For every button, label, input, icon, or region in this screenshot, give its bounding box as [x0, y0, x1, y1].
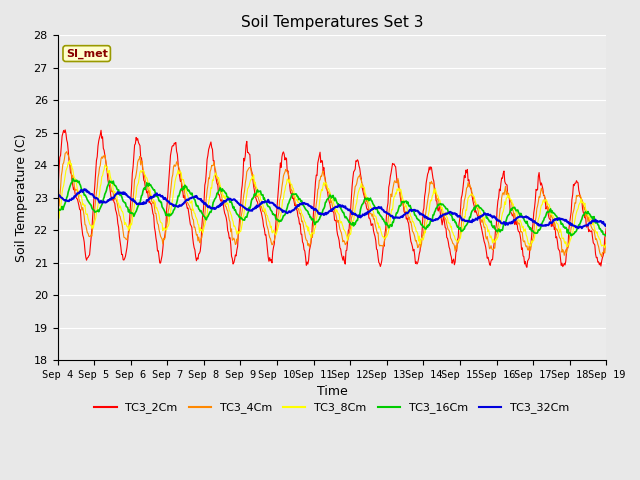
TC3_2Cm: [177, 179, 184, 184]
TC3_8Cm: [66, 157, 74, 163]
TC3_32Cm: [54, 192, 61, 197]
Line: TC3_16Cm: TC3_16Cm: [58, 179, 606, 236]
TC3_4Cm: [205, 176, 213, 182]
TC3_4Cm: [177, 169, 184, 175]
TC3_2Cm: [121, 255, 129, 261]
TC3_16Cm: [121, 200, 129, 205]
Line: TC3_32Cm: TC3_32Cm: [58, 189, 606, 228]
TC3_4Cm: [65, 152, 72, 158]
TC3_4Cm: [54, 213, 61, 219]
TC3_16Cm: [54, 207, 61, 213]
TC3_32Cm: [205, 204, 213, 209]
TC3_16Cm: [177, 188, 184, 193]
TC3_32Cm: [177, 203, 184, 209]
TC3_4Cm: [415, 241, 423, 247]
TC3_2Cm: [205, 144, 213, 150]
X-axis label: Time: Time: [317, 385, 348, 398]
TC3_32Cm: [415, 210, 423, 216]
Text: SI_met: SI_met: [66, 48, 108, 59]
TC3_16Cm: [602, 232, 610, 238]
TC3_8Cm: [63, 164, 71, 169]
Line: TC3_2Cm: TC3_2Cm: [58, 130, 606, 267]
TC3_32Cm: [574, 226, 582, 231]
TC3_32Cm: [121, 190, 129, 195]
TC3_2Cm: [65, 148, 72, 154]
Title: Soil Temperatures Set 3: Soil Temperatures Set 3: [241, 15, 423, 30]
TC3_2Cm: [61, 127, 69, 133]
TC3_2Cm: [399, 202, 407, 207]
TC3_32Cm: [81, 186, 88, 192]
TC3_16Cm: [205, 210, 213, 216]
TC3_2Cm: [523, 264, 531, 270]
TC3_2Cm: [54, 191, 61, 196]
TC3_4Cm: [63, 149, 70, 155]
TC3_8Cm: [177, 168, 184, 174]
TC3_16Cm: [69, 176, 77, 181]
TC3_2Cm: [602, 225, 610, 231]
TC3_8Cm: [399, 198, 407, 204]
TC3_8Cm: [602, 243, 610, 249]
Y-axis label: Soil Temperature (C): Soil Temperature (C): [15, 133, 28, 262]
TC3_16Cm: [63, 193, 71, 199]
TC3_8Cm: [601, 245, 609, 251]
TC3_16Cm: [399, 199, 407, 204]
TC3_8Cm: [415, 233, 423, 239]
Line: TC3_4Cm: TC3_4Cm: [58, 152, 606, 257]
TC3_16Cm: [567, 233, 575, 239]
TC3_8Cm: [121, 222, 129, 228]
TC3_16Cm: [415, 217, 423, 223]
TC3_4Cm: [598, 254, 605, 260]
Legend: TC3_2Cm, TC3_4Cm, TC3_8Cm, TC3_16Cm, TC3_32Cm: TC3_2Cm, TC3_4Cm, TC3_8Cm, TC3_16Cm, TC3…: [90, 398, 574, 418]
TC3_4Cm: [399, 203, 407, 209]
TC3_8Cm: [205, 195, 213, 201]
TC3_4Cm: [602, 235, 610, 240]
TC3_32Cm: [602, 222, 610, 228]
TC3_8Cm: [54, 221, 61, 227]
TC3_4Cm: [121, 235, 129, 240]
TC3_32Cm: [399, 213, 407, 218]
TC3_32Cm: [63, 198, 71, 204]
Line: TC3_8Cm: TC3_8Cm: [58, 160, 606, 248]
TC3_2Cm: [415, 251, 423, 257]
